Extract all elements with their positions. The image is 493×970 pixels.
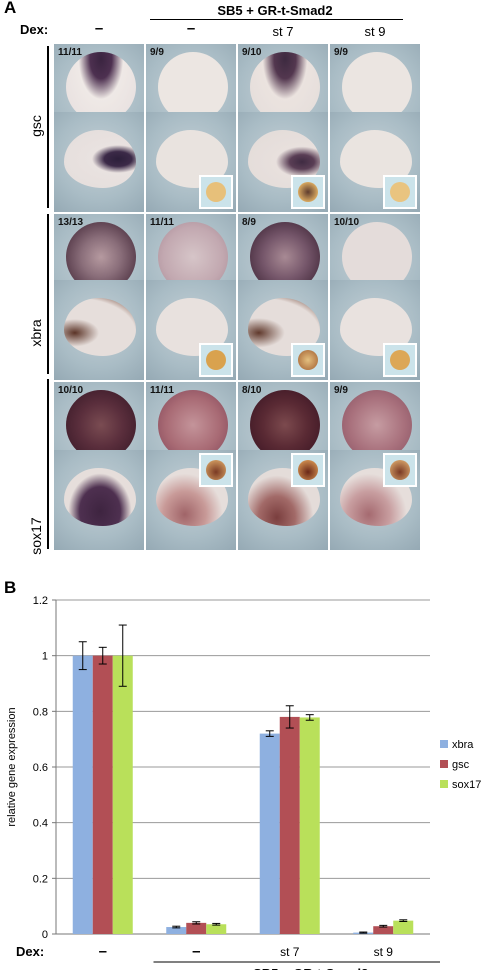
embryo-count: 10/10 — [334, 217, 360, 228]
embryo-count: 9/9 — [150, 47, 164, 58]
embryo-image — [330, 280, 420, 380]
panel-a-letter: A — [4, 0, 17, 17]
x-tick-label: st 9 — [374, 945, 394, 959]
row-label-xbra: xbra — [28, 319, 44, 347]
bar-sox17 — [206, 924, 227, 934]
embryo-inset — [383, 453, 417, 487]
panel-b-letter: B — [4, 578, 17, 597]
embryo-image — [330, 450, 420, 550]
panel-a-treatment-line — [150, 19, 403, 20]
legend-label-sox17: sox17 — [452, 779, 481, 791]
embryo-image — [54, 112, 144, 212]
legend-swatch-gsc — [440, 760, 448, 768]
row-label-sox17: sox17 — [28, 517, 44, 555]
embryo-count: 9/10 — [242, 47, 262, 58]
bar-gsc — [186, 922, 207, 934]
panel-a-col-header-3: st 7 — [272, 24, 294, 39]
bar-gsc — [279, 716, 300, 934]
y-tick-label: 1 — [42, 651, 48, 663]
embryo-inset — [291, 343, 325, 377]
legend-swatch-xbra — [440, 740, 448, 748]
embryo-image — [54, 450, 144, 550]
embryo-count: 9/9 — [334, 385, 348, 396]
embryo-count: 11/11 — [150, 217, 174, 228]
embryo-inset — [199, 175, 233, 209]
embryo-inset — [291, 175, 325, 209]
embryo-count: 8/9 — [242, 217, 256, 228]
embryo-image — [54, 280, 144, 380]
embryo-inset — [291, 453, 325, 487]
legend-label-gsc: gsc — [452, 759, 470, 771]
y-tick-label: 1.2 — [33, 595, 48, 607]
embryo-image — [146, 112, 236, 212]
y-tick-label: 0.2 — [33, 873, 48, 885]
panel-a-col-header-1: – — [94, 20, 104, 37]
embryo-image — [146, 450, 236, 550]
embryo-inset — [383, 175, 417, 209]
embryo-count: 13/13 — [58, 217, 84, 228]
embryo-image — [330, 112, 420, 212]
panel-a-col-header-4: st 9 — [364, 24, 386, 39]
embryo-image — [238, 450, 328, 550]
embryo-count: 8/10 — [242, 385, 262, 396]
panel-b-treatment-label: SB5 + GR-t-Smad2 — [253, 966, 368, 970]
bar-sox17 — [112, 655, 133, 934]
embryo-image — [238, 280, 328, 380]
x-tick-label: – — [99, 943, 107, 960]
legend-swatch-sox17 — [440, 780, 448, 788]
embryo-count: 11/11 — [58, 47, 82, 58]
group-line-sox17 — [47, 379, 49, 549]
y-axis-label: relative gene expression — [6, 707, 18, 826]
bar-xbra — [72, 655, 93, 934]
y-tick-label: 0.4 — [33, 818, 48, 830]
bar-gsc — [92, 655, 113, 934]
bar-xbra — [166, 927, 187, 934]
y-tick-label: 0.8 — [33, 706, 48, 718]
x-tick-label: – — [192, 943, 200, 960]
embryo-inset — [199, 453, 233, 487]
embryo-count: 11/11 — [150, 385, 174, 396]
bar-gsc — [373, 926, 394, 934]
bar-sox17 — [393, 920, 414, 934]
panel-a-treatment-label: SB5 + GR-t-Smad2 — [217, 3, 333, 18]
embryo-image — [146, 280, 236, 380]
panel-b-dex-label: Dex: — [16, 944, 44, 959]
x-tick-label: st 7 — [280, 945, 300, 959]
panel-a-dex-label: Dex: — [20, 22, 49, 37]
embryo-count: 9/9 — [334, 47, 348, 58]
embryo-image — [238, 112, 328, 212]
embryo-inset — [199, 343, 233, 377]
bar-sox17 — [299, 717, 320, 934]
legend-label-xbra: xbra — [452, 739, 474, 751]
bar-chart: 0 0.2 0.4 0.6 0.8 1 1.2 relative gene expressio… — [6, 595, 481, 970]
y-tick-label: 0 — [42, 929, 48, 941]
row-label-gsc: gsc — [28, 115, 44, 137]
group-line-xbra — [47, 214, 49, 374]
y-tick-label: 0.6 — [33, 762, 48, 774]
embryo-inset — [383, 343, 417, 377]
bar-xbra — [259, 733, 280, 934]
group-line-gsc — [47, 46, 49, 208]
embryo-count: 10/10 — [58, 385, 84, 396]
panel-a-col-header-2: – — [186, 20, 196, 37]
